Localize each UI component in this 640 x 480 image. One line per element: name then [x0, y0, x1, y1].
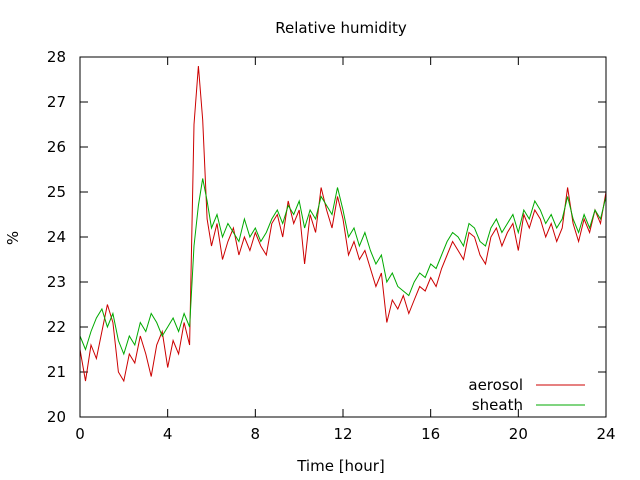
y-tick-label: 28 [47, 48, 66, 66]
x-tick-label: 4 [163, 425, 173, 443]
x-tick-label: 8 [251, 425, 261, 443]
sheath-series-line [79, 178, 607, 356]
y-tick-label: 20 [47, 408, 66, 426]
x-tick-label: 0 [75, 425, 85, 443]
y-tick-label: 23 [47, 273, 66, 291]
y-tick-label: 22 [47, 318, 66, 336]
y-axis-title: % [4, 231, 22, 245]
y-tick-label: 26 [47, 138, 66, 156]
x-axis-title: Time [hour] [296, 457, 385, 475]
y-tick-label: 24 [47, 228, 66, 246]
x-tick-label: 20 [509, 425, 528, 443]
x-tick-label: 12 [333, 425, 352, 443]
y-tick-label: 27 [47, 93, 66, 111]
y-tick-label: 21 [47, 363, 66, 381]
y-tick-label: 25 [47, 183, 66, 201]
x-tick-label: 16 [421, 425, 440, 443]
legend-label-aerosol: aerosol [468, 376, 523, 394]
plot-frame [79, 56, 607, 418]
series-layer [79, 65, 607, 383]
chart-title: Relative humidity [275, 19, 407, 37]
x-tick-label: 24 [596, 425, 615, 443]
legend-label-sheath: sheath [472, 396, 523, 414]
legend: aerosol sheath [468, 376, 585, 414]
axis-ticks: 0 4 8 12 16 20 24 20 21 22 23 24 25 26 27 28 [47, 48, 616, 443]
aerosol-series-line [79, 65, 607, 383]
